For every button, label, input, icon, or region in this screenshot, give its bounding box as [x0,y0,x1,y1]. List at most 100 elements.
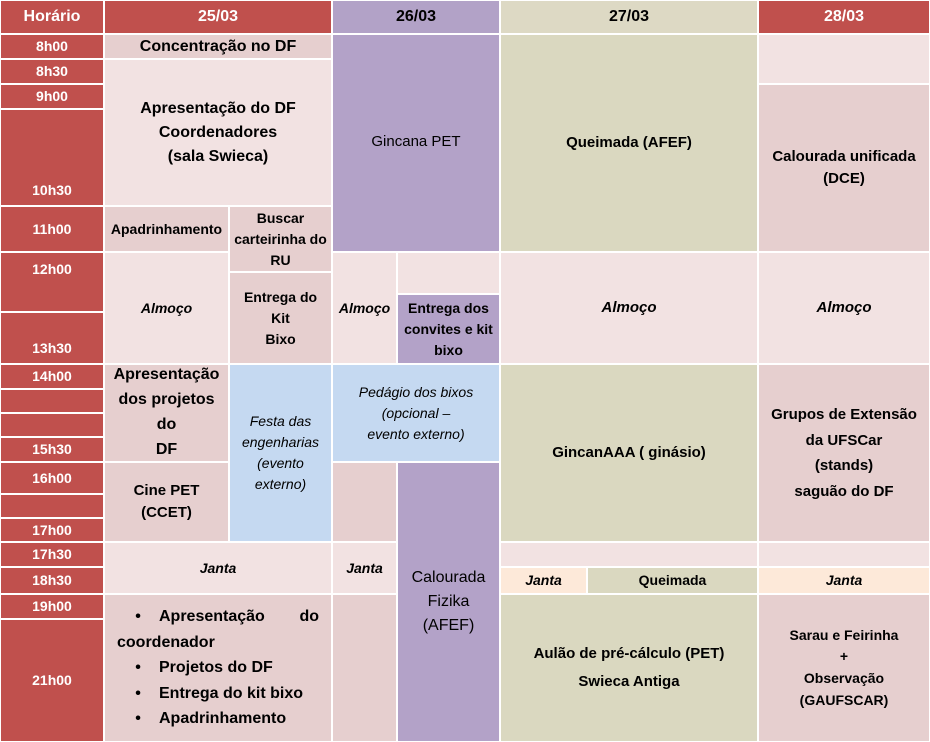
aulao-line-2: Swieca Antiga [578,673,680,690]
event-sarau: Sarau e Feirinha + Observação (GAUFSCAR) [758,594,930,742]
pedagio-line-1: Pedágio dos bixos [358,383,474,400]
list-item: • Projetos do DF [135,659,273,677]
event-janta-26: Janta [332,542,397,594]
unificada-line-1: Calourada unificada [772,147,916,165]
evening-bullet-list: • Apresentação do coordenador • Projetos do… [109,604,327,732]
event-janta-27: Janta [500,567,587,594]
event-almoco-27: Almoço [500,252,758,364]
fizika-line-2: Fizika [427,593,470,610]
entrega-kit-line-1: Entrega do Kit [243,288,318,326]
festa-line-2: engenharias [241,434,320,450]
event-almoco-28: Almoço [758,252,930,364]
event-blank-26-c [332,594,397,742]
time-11h00: 11h00 [0,206,104,252]
projetos-line-2: dos projetos do [118,391,215,433]
time-blank-1 [0,389,104,413]
event-gincanaaa: GincanAAA ( ginásio) [500,364,758,542]
time-18h30: 18h30 [0,567,104,594]
grupos-line-1: Grupos de Extensão [771,406,917,423]
event-concentracao: Concentração no DF [104,34,332,59]
event-blank-28-b [758,542,930,567]
event-entrega-kit: Entrega do Kit Bixo [229,272,332,364]
event-almoco-26: Almoço [332,252,397,364]
event-almoco-25: Almoço [104,252,229,364]
sarau-line-2: + [839,648,849,665]
header-day-28-03: 28/03 [758,0,930,34]
time-17h30: 17h30 [0,542,104,567]
event-apresentacao-projetos: Apresentação dos projetos do DF [104,364,229,462]
header-day-26-03: 26/03 [332,0,500,34]
event-queimada-afef: Queimada (AFEF) [500,34,758,252]
event-pedagio: Pedágio dos bixos (opcional – evento ext… [332,364,500,462]
apresentacao-df-line-1: Apresentação do DF [140,99,296,117]
grupos-line-3: (stands) [814,457,874,474]
header-horario: Horário [0,0,104,34]
list-item: coordenador [117,633,215,651]
list-item: • Entrega do kit bixo [135,684,304,702]
sarau-line-4: (GAUFSCAR) [799,691,889,708]
festa-line-3: (evento [257,455,304,471]
list-item: • Apadrinhamento [135,710,287,728]
grupos-line-4: saguão do DF [794,482,894,500]
projetos-line-1: Apresentação [113,366,220,384]
list-item: • Apresentação do [135,608,319,626]
event-blank-28 [758,34,930,84]
fizika-line-3: (AFEF) [422,617,475,634]
header-day-25-03: 25/03 [104,0,332,34]
time-21h00: 21h00 [0,619,104,742]
event-calourada-fizika: Calourada Fizika (AFEF) [397,462,500,742]
aulao-line-1: Aulão de pré-cálculo (PET) [533,644,725,662]
event-aulao: Aulão de pré-cálculo (PET) Swieca Antiga [500,594,758,742]
event-blank-26-b [332,462,397,542]
sarau-line-3: Observação [803,670,885,686]
time-8h30: 8h30 [0,59,104,84]
entrega-kit-line-2: Bixo [265,330,296,347]
sarau-line-1: Sarau e Feirinha [789,626,899,643]
apresentacao-df-line-3: (sala Swieca) [167,147,269,165]
fizika-line-1: Calourada [411,569,486,586]
time-15h30: 15h30 [0,437,104,462]
projetos-line-3: DF [155,440,178,458]
apresentacao-df-line-2: Coordenadores [158,123,278,141]
event-calourada-unificada: Calourada unificada (DCE) [758,84,930,252]
pedagio-line-2: (opcional – [381,404,451,421]
event-buscar-carteirinha: Buscar carteirinha do RU [229,206,332,272]
festa-line-1: Festa das [249,413,312,429]
event-cine-pet: Cine PET (CCET) [104,462,229,542]
time-blank-3 [0,494,104,518]
time-10h30: 10h30 [0,109,104,206]
event-grupos-extensao: Grupos de Extensão da UFSCar (stands) sa… [758,364,930,542]
buscar-line-2: carteirinha do [234,230,327,247]
event-gincana-pet: Gincana PET [332,34,500,252]
festa-line-4: externo) [254,476,307,492]
event-blank-26 [397,252,500,294]
event-janta-25: Janta [104,542,332,594]
event-apadrinhamento: Apadrinhamento [104,206,229,252]
buscar-line-1: Buscar [256,209,305,226]
header-day-27-03: 27/03 [500,0,758,34]
time-9h00: 9h00 [0,84,104,109]
event-janta-28: Janta [758,567,930,594]
time-17h00: 17h00 [0,518,104,542]
time-13h30: 13h30 [0,312,104,364]
grupos-line-2: da UFSCar [805,431,883,449]
time-16h00: 16h00 [0,462,104,494]
buscar-line-3: RU [270,251,291,268]
event-evening-list: • Apresentação do coordenador • Projetos do… [104,594,332,742]
time-12h00: 12h00 [0,252,104,312]
event-festa-engenharias: Festa das engenharias (evento externo) [229,364,332,542]
event-blank-27 [500,542,758,567]
pedagio-line-3: evento externo) [367,425,465,442]
time-19h00: 19h00 [0,594,104,619]
convites-line-1: Entrega dos [408,299,489,316]
unificada-line-2: (DCE) [823,170,865,187]
convites-line-3: bixo [434,341,463,358]
convites-line-2: convites e kit [404,320,493,337]
time-8h00: 8h00 [0,34,104,59]
time-blank-2 [0,413,104,437]
time-14h00: 14h00 [0,364,104,389]
event-entrega-convites: Entrega dos convites e kit bixo [397,294,500,364]
event-queimada-27: Queimada [587,567,758,594]
event-apresentacao-df: Apresentação do DF Coordenadores (sala S… [104,59,332,206]
